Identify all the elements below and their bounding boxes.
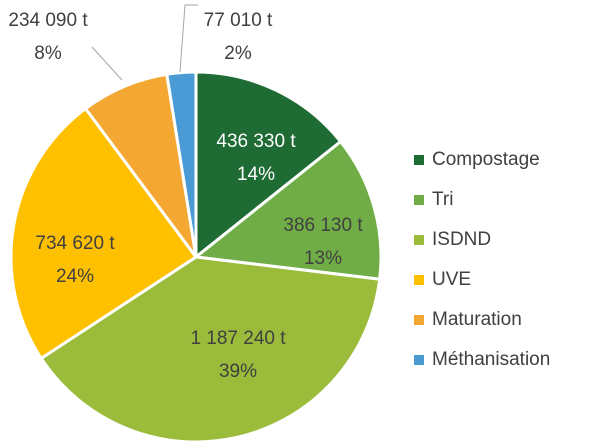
value-label: 1 187 240 t [190,328,286,349]
legend-swatch [414,275,424,285]
legend-label: Compostage [432,149,540,170]
percent-label: 8% [34,43,62,64]
legend-swatch [414,195,424,205]
legend-swatch [414,355,424,365]
percent-label: 14% [237,164,275,185]
pie-slice [9,106,199,361]
legend-label: ISDND [432,229,491,250]
value-label: 386 130 t [283,215,363,236]
value-label: 77 010 t [204,10,273,31]
legend-label: Maturation [432,309,522,330]
leader-line [91,46,123,81]
legend-swatch [414,155,424,165]
percent-label: 39% [219,361,257,382]
legend-label: Méthanisation [432,349,550,370]
legend-label: UVE [432,269,471,290]
value-label: 234 090 t [8,10,88,31]
legend-swatch [414,235,424,245]
legend-label: Tri [432,189,453,210]
pie-slice [192,139,383,281]
percent-label: 2% [224,43,252,64]
value-label: 436 330 t [216,131,296,152]
legend-swatch [414,315,424,325]
leader-line [179,4,198,73]
pie-slice [194,70,343,261]
pie-slice [165,70,198,258]
percent-label: 24% [56,266,94,287]
value-label: 734 620 t [35,233,115,254]
percent-label: 13% [304,248,342,269]
